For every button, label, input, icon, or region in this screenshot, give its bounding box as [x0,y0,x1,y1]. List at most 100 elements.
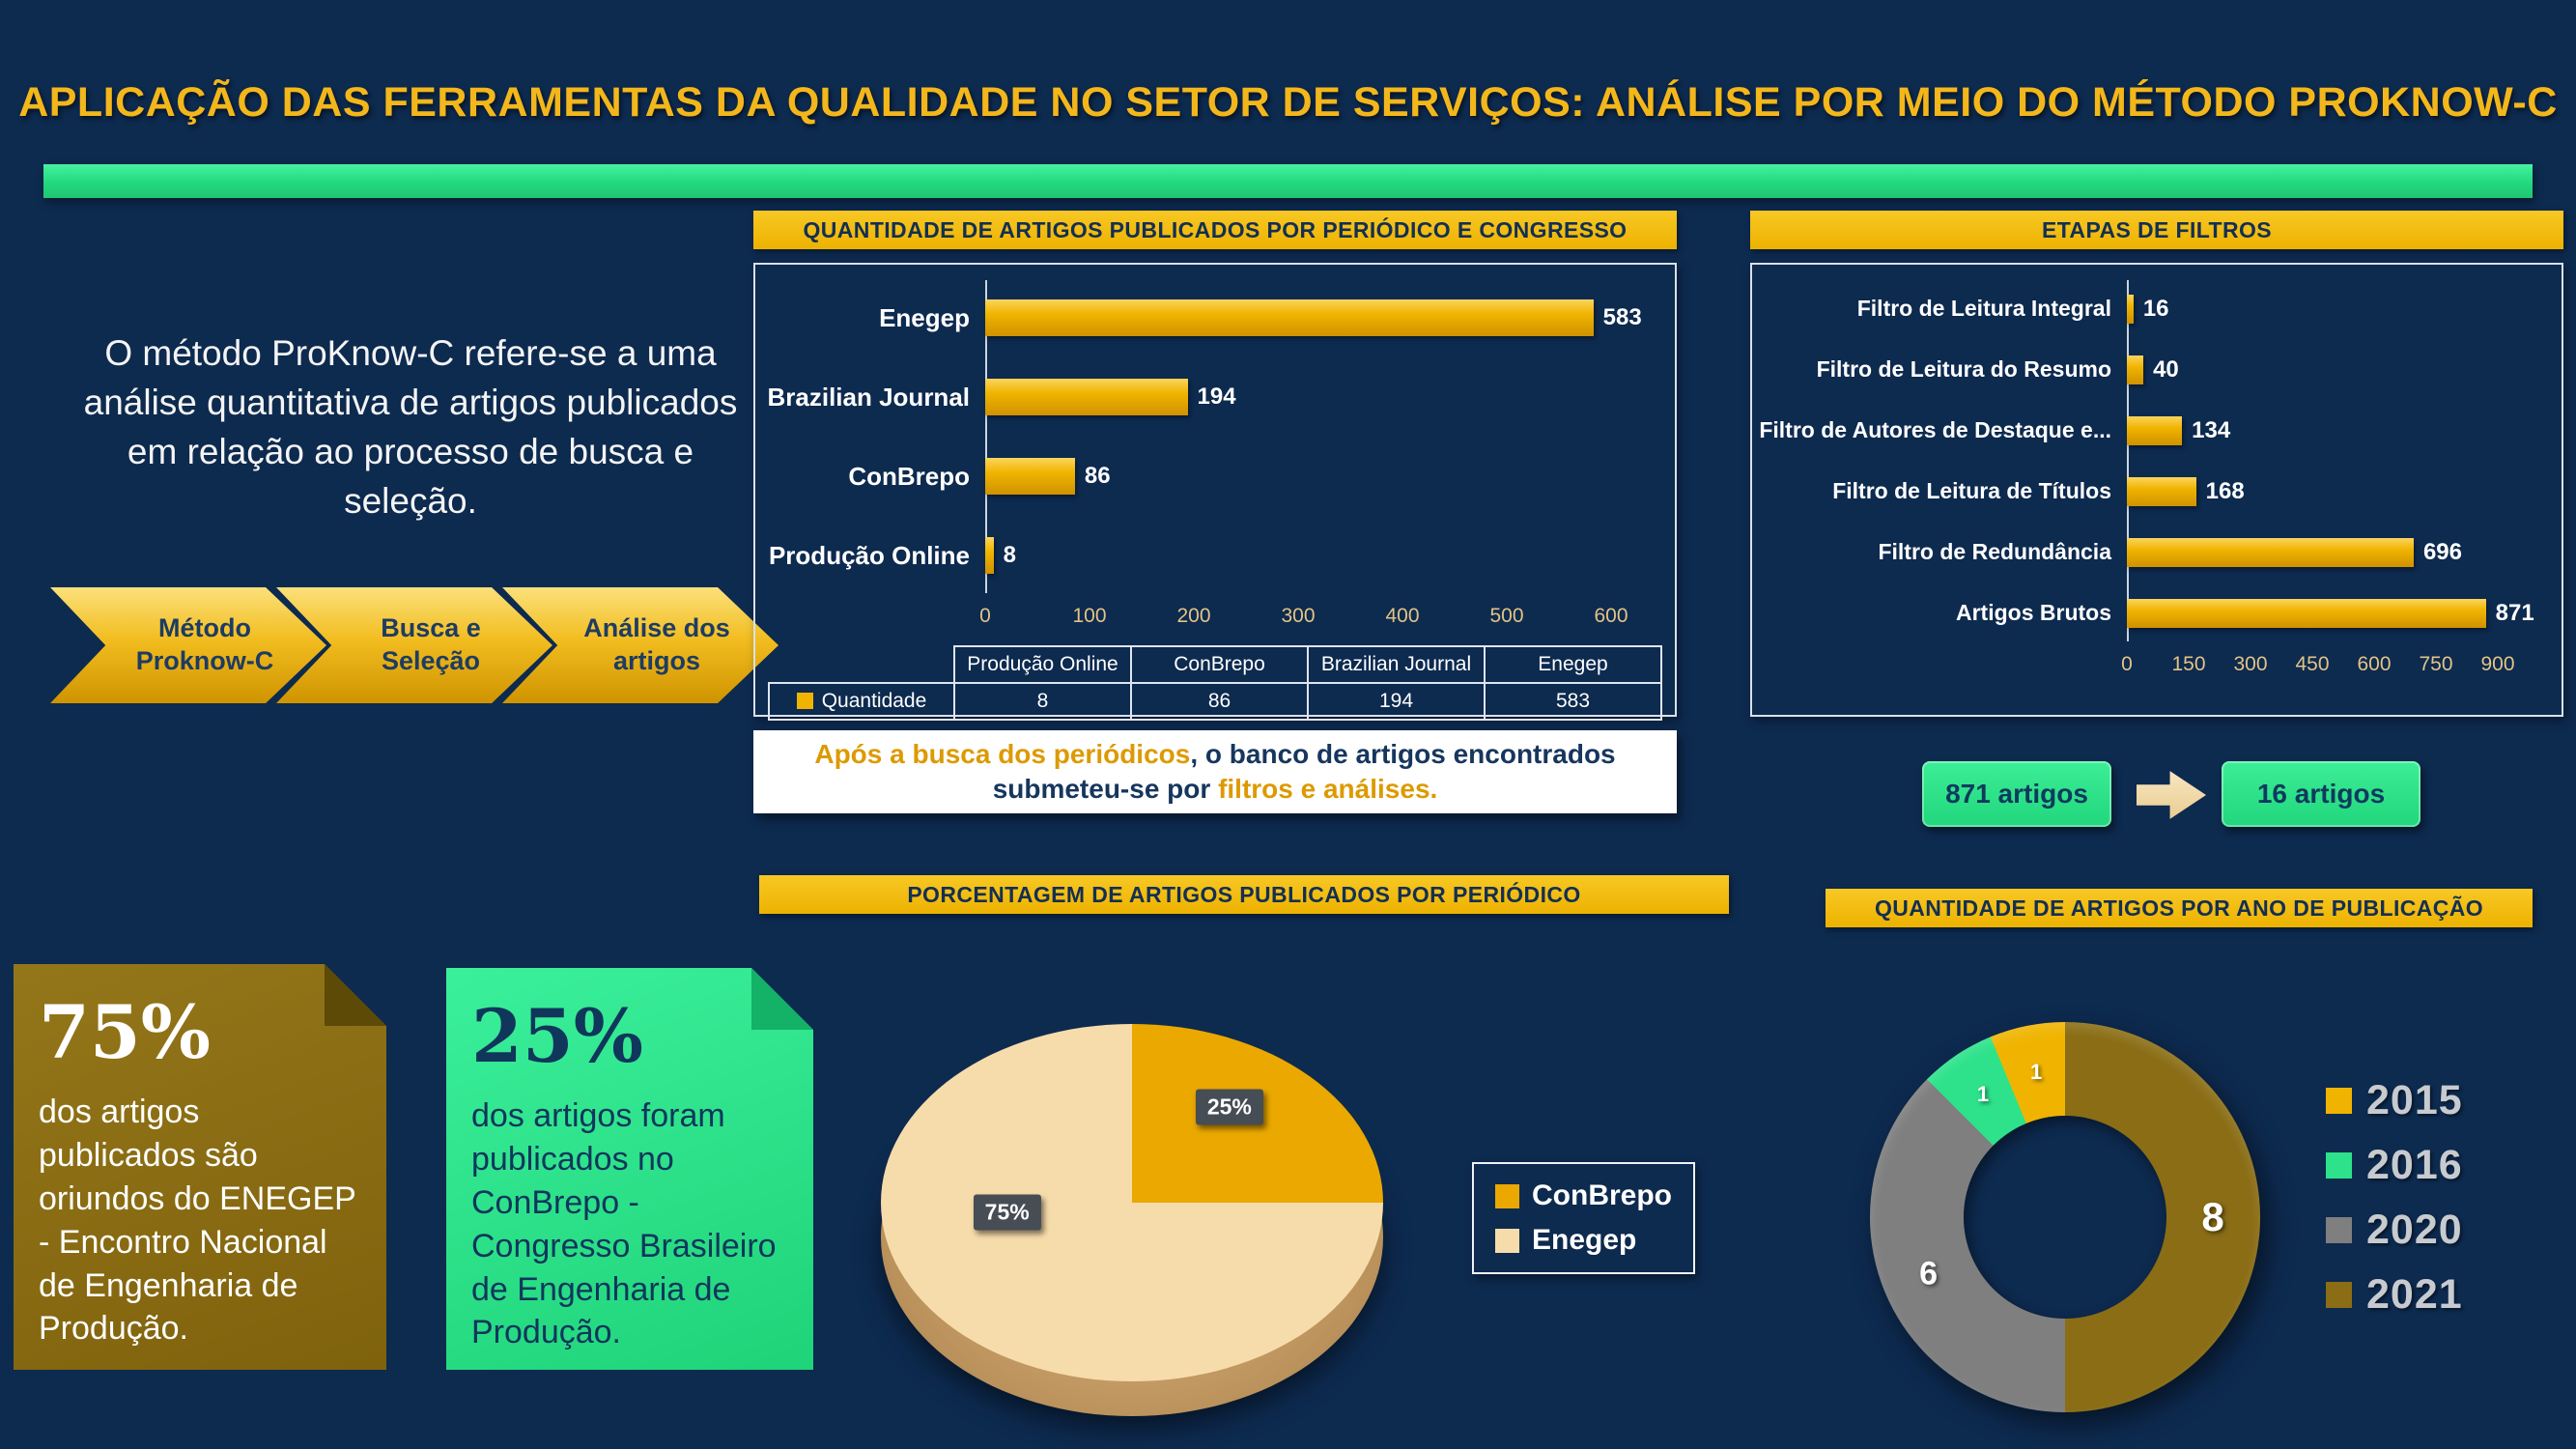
bar-plot-area: Filtro de Leitura Integral 16 Filtro de Le… [1752,278,2562,643]
x-axis-tick-label: 600 [1594,605,1628,627]
pie-slice-label: 25% [1195,1089,1263,1125]
bar-value-label: 696 [2422,538,2462,565]
legend-swatch-icon [2326,1217,2352,1243]
note-body: , o banco de artigos encontrados submete… [992,738,1616,804]
bar [985,379,1188,415]
data-table-value-cell: 583 [1484,682,1662,721]
bar-track: 168 [2127,476,2498,506]
process-step-label: Busca e Seleção [381,613,481,675]
right-arrow-icon [2137,771,2206,819]
data-table-value-cell: 86 [1130,682,1309,721]
legend-label: 2015 [2366,1077,2463,1123]
donut-chart-anos: 1 1 6 8 [1870,1022,2260,1412]
bar-row: Filtro de Leitura Integral 16 [1752,278,2562,339]
legend-swatch-icon [2326,1282,2352,1308]
x-axis: 0 150 300 450 600 750 900 [2121,653,2514,684]
note-highlight-2: filtros e análises. [1218,774,1438,804]
x-axis-tick-label: 200 [1176,605,1211,627]
donut-segment-label: 6 [1919,1255,1939,1293]
page-title: APLICAÇÃO DAS FERRAMENTAS DA QUALIDADE N… [18,79,2558,126]
legend-item: 2015 [2326,1068,2463,1133]
data-table-series-cell: Quantidade [768,682,955,721]
bar-category-label: Filtro de Leitura de Títulos [1832,478,2111,503]
series-swatch-icon [796,693,813,709]
legend-label: 2021 [2366,1271,2463,1318]
chart-header-filtros: ETAPAS DE FILTROS [1750,211,2563,249]
legend-label: 2016 [2366,1142,2463,1188]
chart-data-table: Produção Online ConBrepo Brazilian Journal… [768,645,1662,721]
bar-track: 16 [2127,294,2498,324]
x-axis-tick-label: 150 [2171,653,2206,675]
donut-segment-label: 1 [1976,1081,1990,1106]
intro-paragraph: O método ProKnow-C refere-se a uma análi… [83,333,738,522]
donut-ring: 1 1 6 8 [1870,1022,2260,1412]
bar-category-label: Brazilian Journal [767,382,971,412]
data-table-value-row: Quantidade 8 86 194 583 [768,682,1662,721]
x-axis-tick-label: 0 [2121,653,2133,675]
callout-text: dos artigos publicados são oriundos do E… [39,1094,356,1348]
legend-swatch-icon [2326,1152,2352,1179]
bar-value-label: 871 [2495,599,2534,626]
bar-row: Filtro de Leitura de Títulos 168 [1752,461,2562,522]
bar [985,458,1075,495]
folded-corner-icon [751,968,813,1030]
x-axis-tick-label: 900 [2480,653,2515,675]
y-axis-line [2127,280,2129,641]
bar-track: 8 [985,537,1611,574]
donut-segment-label: 1 [2030,1059,2043,1084]
callout-text: dos artigos foram publicados no ConBrepo… [471,1097,777,1351]
bar-row: ConBrepo 86 [755,437,1675,516]
process-step-metodo: Método Proknow-C [50,587,326,703]
x-axis-tick-label: 750 [2419,653,2453,675]
note-highlight-1: Após a busca dos periódicos [814,738,1191,769]
bar-category-label: Enegep [879,302,970,332]
bar-row: Artigos Brutos 871 [1752,582,2562,643]
title-divider-bar [43,164,2533,198]
legend-swatch-icon [2326,1088,2352,1114]
legend-item: 2021 [2326,1263,2463,1327]
bar-track: 134 [2127,415,2498,445]
folded-corner-icon [325,964,386,1026]
data-table-header-row: Produção Online ConBrepo Brazilian Journal… [769,645,1662,684]
bar [2127,598,2486,628]
data-table-header-cell: Enegep [1484,645,1662,684]
bar-track: 40 [2127,355,2498,384]
chart-header-percent: PORCENTAGEM DE ARTIGOS PUBLICADOS POR PE… [759,875,1729,914]
callout-value: 75% [39,989,211,1075]
legend-swatch-icon [1495,1183,1519,1208]
y-axis-line [985,280,987,593]
bar-category-label: Filtro de Leitura Integral [1856,296,2111,321]
bar [2127,415,2183,445]
bar-chart-filtros: Filtro de Leitura Integral 16 Filtro de Le… [1750,263,2563,717]
bar-track: 583 [985,299,1642,336]
pie-surface: 25% 75% [881,1024,1383,1381]
bar [2127,537,2414,567]
bar-value-label: 168 [2205,477,2245,504]
bar-category-label: Produção Online [768,540,970,570]
x-axis-tick-label: 450 [2295,653,2330,675]
x-axis-tick-label: 300 [2233,653,2268,675]
bar-track: 871 [2127,598,2534,628]
pie-chart-percent: 25% 75% [881,1024,1383,1430]
pie-legend: ConBrepo Enegep [1472,1162,1695,1274]
bar-plot-area: Enegep 583 Brazilian Journal 194 ConBrepo 86 P… [755,278,1675,595]
callout-value: 25% [471,993,643,1079]
x-axis-tick-label: 100 [1072,605,1107,627]
bar-value-label: 40 [2153,355,2179,383]
legend-label: ConBrepo [1532,1179,1672,1211]
bar-category-label: Filtro de Autores de Destaque e... [1759,417,2111,442]
process-step-label: Método Proknow-C [135,613,274,675]
bar-value-label: 583 [1602,304,1642,330]
x-axis-tick-label: 300 [1281,605,1316,627]
bar [2127,294,2134,324]
bar [2127,476,2196,506]
x-axis: 0 100 200 300 400 500 600 [979,605,1628,636]
donut-legend: 2015 2016 2020 2021 [2326,1068,2463,1327]
legend-label: Enegep [1532,1224,1637,1256]
bar-value-label: 86 [1084,463,1111,489]
legend-label: 2020 [2366,1207,2463,1253]
pie-slice-label: 75% [973,1194,1041,1231]
bar-track: 696 [2127,537,2498,567]
data-table-value-cell: 8 [953,682,1132,721]
data-table-header-cell: Brazilian Journal [1307,645,1486,684]
